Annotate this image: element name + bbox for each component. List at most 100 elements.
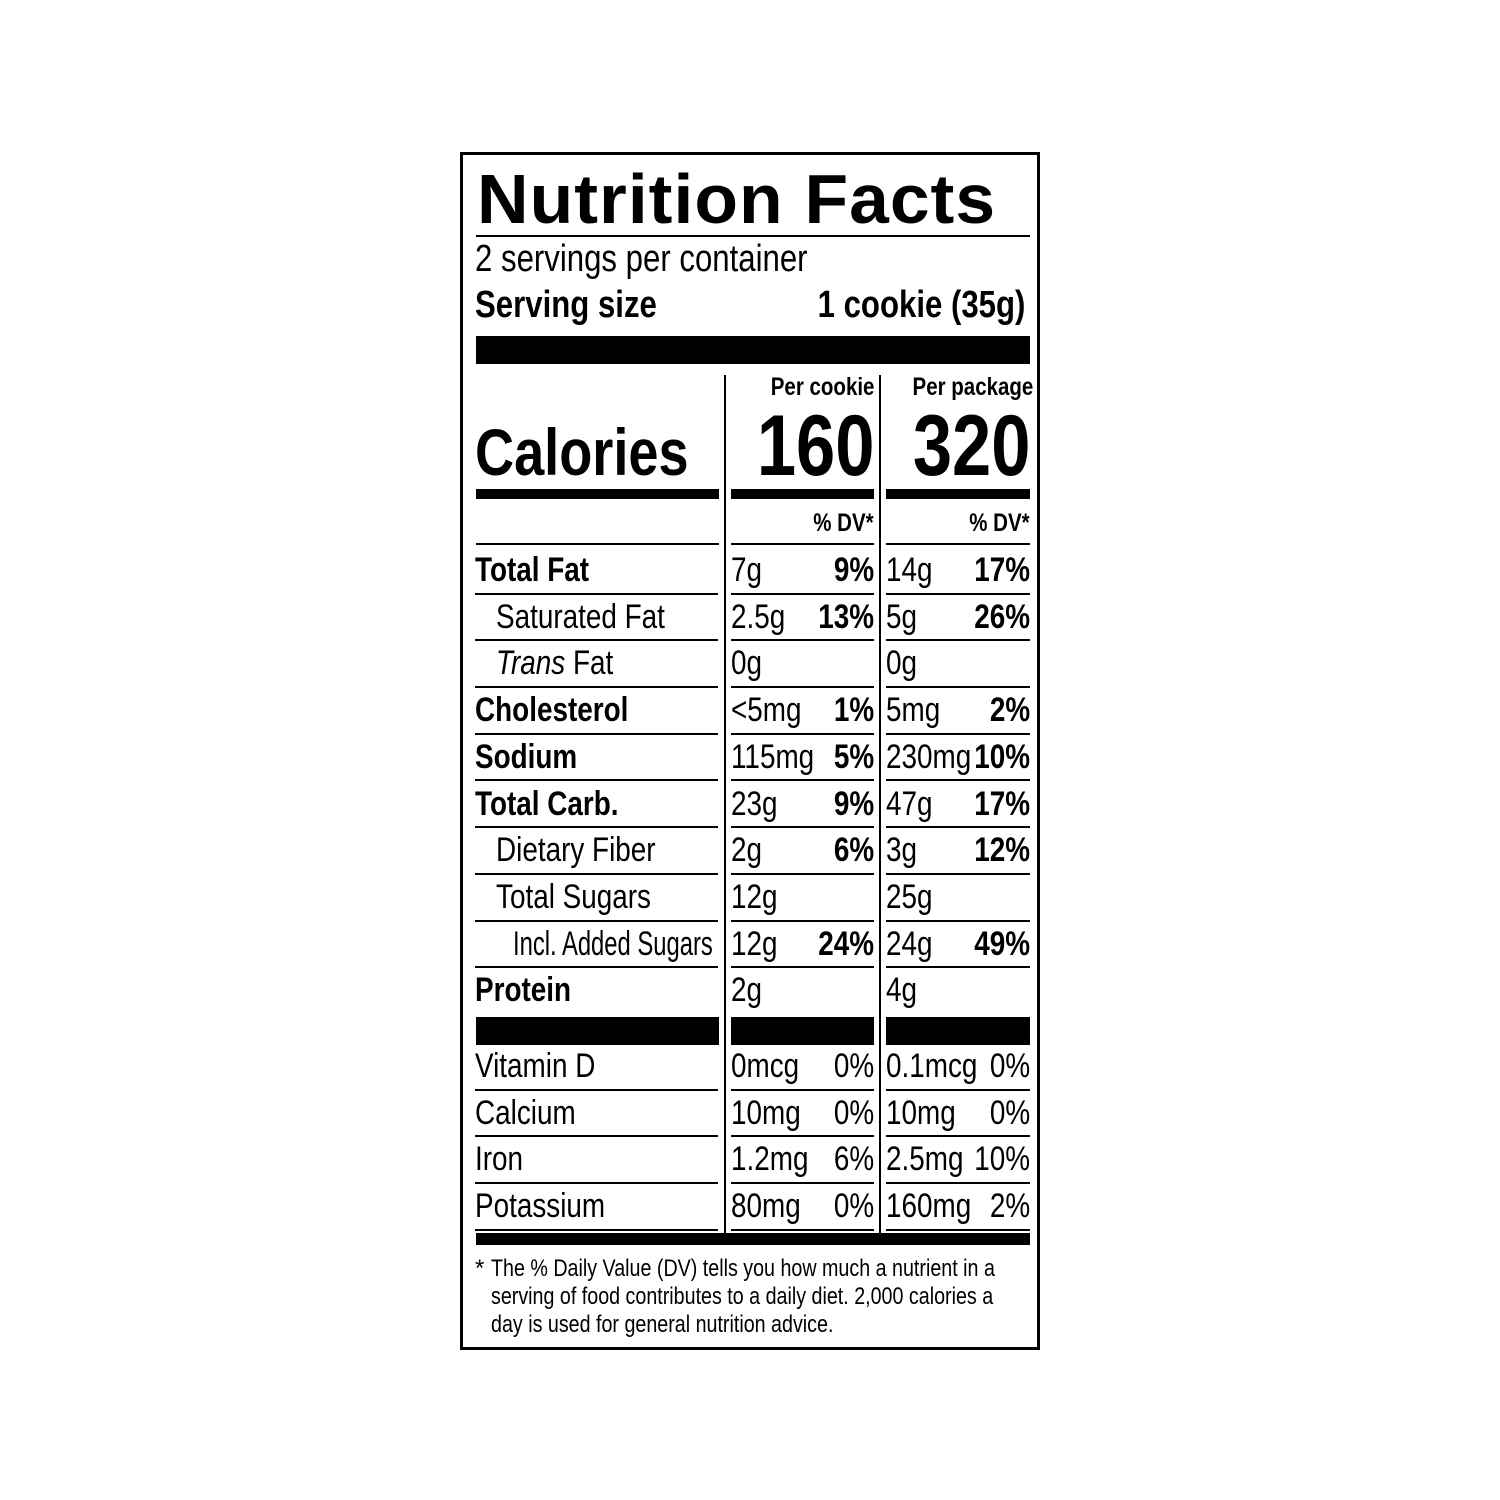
per-package-cell: 230mg 10% [886, 735, 1030, 782]
per-package-cell: 5mg 2% [886, 688, 1030, 735]
nutrient-row: Total Sugars 12g 25g [463, 875, 1037, 922]
amount: 230mg [886, 737, 972, 776]
nutrient-name-text: Fat [565, 644, 614, 683]
daily-value-percent: 5% [833, 737, 874, 776]
nutrient-name-text: Dietary Fiber [496, 831, 656, 870]
nutrient-name-text: Iron [475, 1140, 524, 1179]
daily-value-percent: 12% [974, 831, 1030, 870]
nutrient-row: Incl. Added Sugars 12g 24% 24g 49% [463, 922, 1037, 969]
amount: 3g [886, 831, 918, 870]
daily-value-percent: 17% [974, 784, 1030, 823]
amount: 0.1mcg [886, 1047, 978, 1085]
amount: 5g [886, 597, 918, 636]
thick-bar-bottom [476, 1233, 1030, 1245]
nutrient-name-text: Total Sugars [496, 877, 651, 916]
per-cookie-cell: 12g [731, 875, 874, 922]
nutrient-row: Protein 2g 4g [463, 968, 1037, 1015]
nutrient-name: Dietary Fiber [475, 828, 718, 875]
nutrient-name: Vitamin D [475, 1044, 718, 1091]
amount: 10mg [886, 1093, 956, 1132]
amount: <5mg [731, 691, 802, 730]
nutrient-name: Total Carb. [475, 782, 718, 829]
footnote-text: The % Daily Value (DV) tells you how muc… [491, 1255, 995, 1338]
calories-rule [731, 489, 874, 499]
nutrient-name-text: Total Carb. [475, 784, 619, 823]
per-cookie-cell: 2g [731, 968, 874, 1015]
daily-value-percent: 0% [989, 1093, 1030, 1132]
daily-value-percent: 10% [974, 737, 1030, 776]
daily-value-percent: 6% [833, 1140, 874, 1179]
nutrient-name-text: Cholesterol [475, 691, 629, 730]
nutrient-name: Calcium [475, 1091, 718, 1138]
daily-value-percent: 6% [833, 831, 874, 870]
per-package-cell: 14g 17% [886, 548, 1030, 595]
footnote-star: * [475, 1255, 485, 1282]
amount: 2g [731, 831, 763, 870]
daily-value-percent: 49% [974, 924, 1030, 963]
daily-value-percent: 26% [974, 597, 1030, 636]
nutrient-name-text: Total Fat [475, 551, 590, 589]
nutrient-row: Trans Fat 0g 0g [463, 641, 1037, 689]
row-rule [886, 543, 1030, 545]
nutrient-row: Total Carb. 23g 9% 47g 17% [463, 782, 1037, 829]
column-divider [879, 375, 881, 1233]
per-package-cell: 5g 26% [886, 595, 1030, 642]
servings-per-container: 2 servings per container [475, 238, 808, 280]
per-cookie-cell: 23g 9% [731, 782, 874, 829]
amount: 4g [886, 971, 918, 1010]
nutrient-name: Total Sugars [475, 875, 718, 922]
daily-value-percent: 0% [833, 1187, 874, 1226]
thick-bar-vitamins [731, 1017, 874, 1045]
per-package-cell: 0g [886, 641, 1030, 689]
daily-value-percent: 0% [989, 1047, 1030, 1085]
nutrition-facts-label: Nutrition Facts 2 servings per container… [460, 152, 1040, 1350]
nutrient-name: Incl. Added Sugars [475, 922, 718, 969]
nutrient-name: Protein [475, 968, 718, 1015]
nutrient-name: Cholesterol [475, 688, 718, 735]
amount: 115mg [731, 737, 815, 776]
nutrient-name: Iron [475, 1137, 718, 1185]
amount: 14g [886, 551, 933, 589]
nutrient-row: Saturated Fat 2.5g 13% 5g 26% [463, 595, 1037, 642]
nutrient-name: Sodium [475, 735, 718, 782]
label-title: Nutrition Facts [477, 160, 997, 238]
amount: 47g [886, 784, 933, 823]
vitamin-row: Iron 1.2mg 6% 2.5mg 10% [463, 1137, 1037, 1185]
per-cookie-cell: 0g [731, 641, 874, 689]
amount: 2.5g [731, 597, 786, 636]
per-cookie-cell: 10mg 0% [731, 1091, 874, 1138]
amount: 10mg [731, 1093, 801, 1132]
row-rule [476, 543, 719, 545]
daily-value-percent: 2% [989, 691, 1030, 730]
nutrient-name-text: Saturated Fat [496, 597, 665, 636]
daily-value-percent: 0% [833, 1093, 874, 1132]
nutrient-name: Saturated Fat [475, 595, 718, 642]
per-package-cell: 4g [886, 968, 1030, 1015]
nutrient-name: Trans Fat [475, 641, 718, 689]
amount: 0mcg [731, 1047, 800, 1085]
per-package-cell: 25g [886, 875, 1030, 922]
title-rule [476, 235, 1030, 237]
per-package-cell: 2.5mg 10% [886, 1137, 1030, 1185]
daily-value-percent: 24% [818, 924, 874, 963]
per-cookie-cell: 0mcg 0% [731, 1044, 874, 1091]
row-rule [731, 543, 874, 545]
amount: 12g [731, 924, 778, 963]
column-header-per-package: Per package [912, 373, 1034, 401]
nutrient-name-text: Potassium [475, 1187, 606, 1226]
calories-per-cookie: 160 [756, 398, 875, 494]
nutrient-name: Potassium [475, 1184, 718, 1231]
per-cookie-cell: 115mg 5% [731, 735, 874, 782]
column-header-per-cookie: Per cookie [770, 373, 874, 401]
per-package-cell: 24g 49% [886, 922, 1030, 969]
calories-rule [886, 489, 1030, 499]
per-cookie-cell: 2g 6% [731, 828, 874, 875]
nutrient-row: Dietary Fiber 2g 6% 3g 12% [463, 828, 1037, 875]
per-cookie-cell: 80mg 0% [731, 1184, 874, 1231]
nutrient-row: Total Fat 7g 9% 14g 17% [463, 548, 1037, 595]
per-cookie-cell: 12g 24% [731, 922, 874, 969]
amount: 2.5mg [886, 1140, 964, 1179]
nutrient-name: Total Fat [475, 548, 718, 595]
serving-size-label: Serving size [475, 284, 657, 326]
daily-value-percent: 9% [833, 551, 874, 589]
